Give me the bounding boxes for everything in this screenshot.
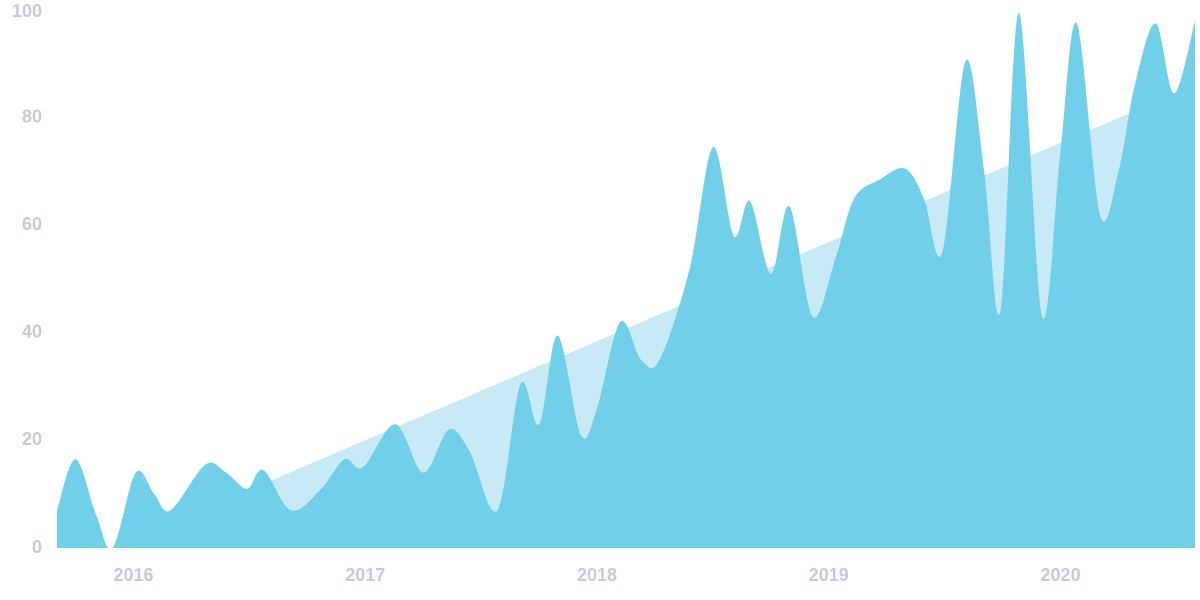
x-tick-label: 2018 — [577, 565, 617, 585]
y-tick-label: 60 — [22, 214, 42, 234]
x-tick-label: 2016 — [113, 565, 153, 585]
y-tick-label: 0 — [32, 537, 42, 557]
plot-area — [57, 12, 1195, 548]
y-tick-label: 80 — [22, 106, 42, 126]
x-tick-label: 2017 — [345, 565, 385, 585]
y-tick-label: 40 — [22, 322, 42, 342]
y-tick-label: 20 — [22, 429, 42, 449]
y-tick-label: 100 — [12, 1, 42, 21]
area — [57, 12, 1195, 548]
x-tick-label: 2019 — [809, 565, 849, 585]
x-tick-label: 2020 — [1041, 565, 1081, 585]
